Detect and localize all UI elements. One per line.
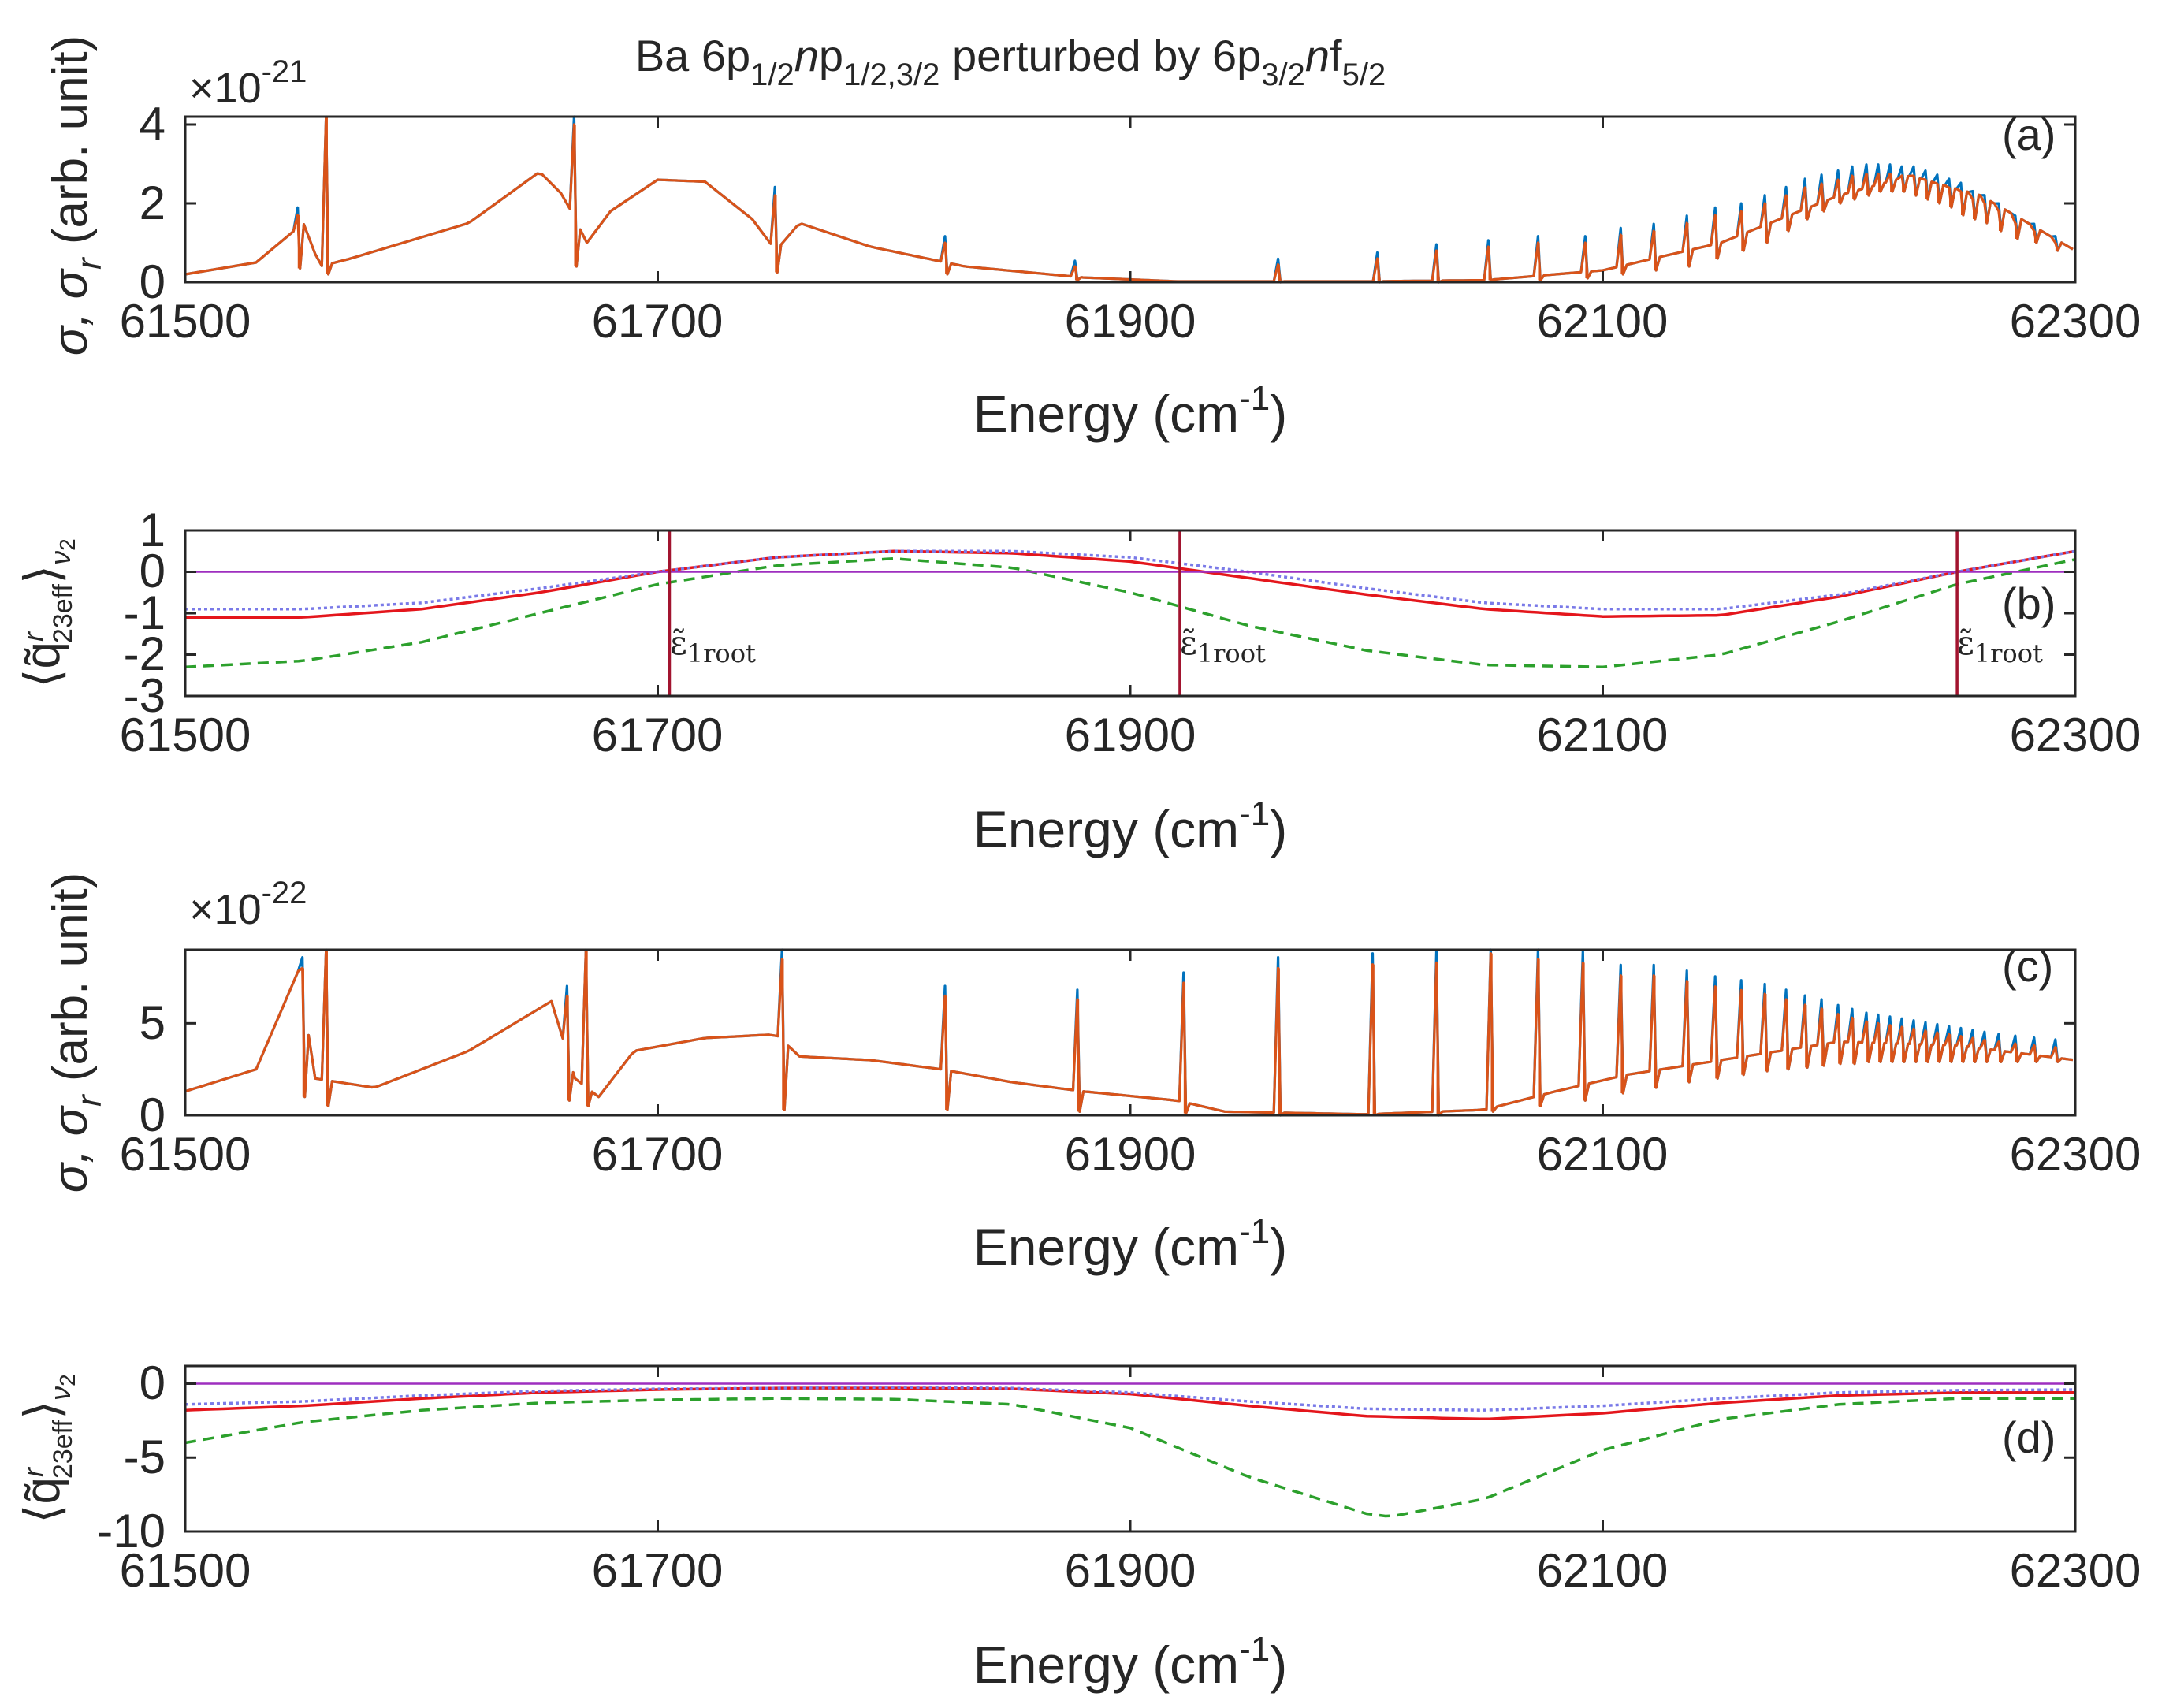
panel-b-ylabel: ⟨q̃r23eff⟩ν2 bbox=[16, 538, 80, 687]
panel-a-ytick: 0 bbox=[140, 255, 166, 308]
panel-a-ylabel: σ, σr (arb. unit) bbox=[43, 35, 109, 355]
panel-a-xtick: 62300 bbox=[2010, 295, 2141, 348]
panel-d-xtick: 61500 bbox=[120, 1544, 251, 1597]
panel-a-ytick: 4 bbox=[140, 98, 166, 151]
panel-c-xtick: 62300 bbox=[2010, 1128, 2141, 1181]
panel-b-plot bbox=[184, 529, 2077, 698]
panel-b-axes bbox=[184, 529, 2077, 698]
panel-b-label: (b) bbox=[2002, 579, 2056, 628]
panel-b-ytick: -1 bbox=[124, 586, 166, 639]
panel-c-xticks: 61500 61700 61900 62100 62300 bbox=[120, 1128, 2141, 1181]
panel-c-ytick: 5 bbox=[140, 996, 166, 1049]
panel-b-ytick: -3 bbox=[124, 669, 166, 722]
panel-b-xticks: 61500 61700 61900 62100 62300 bbox=[120, 709, 2141, 761]
panel-d-yticks: -10 -5 0 bbox=[97, 1356, 166, 1557]
panel-b-xtick: 61900 bbox=[1065, 709, 1196, 761]
panel-a-xlabel: Energy (cm-1) bbox=[973, 379, 1288, 443]
panel-b-yticks: -3 -2 -1 0 1 bbox=[124, 504, 166, 722]
panel-d-xtick: 61700 bbox=[592, 1544, 724, 1597]
panel-d-xlabel: Energy (cm-1) bbox=[973, 1630, 1288, 1694]
panel-d-ytick: -5 bbox=[124, 1431, 166, 1483]
panel-c-yticks: 0 5 bbox=[140, 996, 166, 1141]
panel-a-multiplier: ×10-21 bbox=[189, 54, 307, 112]
panel-c-label: (c) bbox=[2002, 941, 2053, 991]
panel-d-label: (d) bbox=[2002, 1412, 2056, 1462]
panel-b: (b) ε̃1root ε̃1root ε̃1root -3 -2 -1 0 1… bbox=[16, 504, 2141, 858]
panel-d: (d) -10 -5 0 61500 61700 61900 62100 623… bbox=[16, 1356, 2141, 1694]
panel-a-xtick: 61500 bbox=[120, 295, 251, 348]
series-sigma-r bbox=[184, 948, 2074, 1117]
panel-c-xtick: 62100 bbox=[1537, 1128, 1669, 1181]
series-red bbox=[185, 549, 2076, 620]
panel-a-label: (a) bbox=[2002, 110, 2056, 159]
panel-a-xtick: 62100 bbox=[1537, 295, 1669, 348]
root-label: ε̃1root bbox=[670, 623, 756, 668]
panel-a-yticks: 0 2 4 bbox=[140, 98, 166, 308]
panel-d-xtick: 61900 bbox=[1065, 1544, 1196, 1597]
panel-b-roots: ε̃1root ε̃1root ε̃1root bbox=[670, 623, 2043, 668]
panel-c-multiplier: ×10-22 bbox=[189, 876, 307, 933]
panel-b-xlabel: Energy (cm-1) bbox=[973, 794, 1288, 858]
panel-c-xtick: 61700 bbox=[592, 1128, 724, 1181]
panel-c-xlabel: Energy (cm-1) bbox=[973, 1212, 1288, 1276]
panel-a-ytick: 2 bbox=[140, 177, 166, 229]
panel-c-ylabel: σ, σr (arb. unit) bbox=[43, 873, 109, 1193]
panel-b-ytick: 1 bbox=[140, 504, 166, 556]
panel-b-ytick: -2 bbox=[124, 627, 166, 680]
panel-a-xtick: 61900 bbox=[1065, 295, 1196, 348]
series-red bbox=[184, 1386, 2075, 1421]
panel-b-xtick: 62300 bbox=[2010, 709, 2141, 761]
panel-d-ylabel: ⟨q̃r23eff⟩ν2 bbox=[16, 1374, 80, 1523]
root-label: ε̃1root bbox=[1180, 623, 1266, 668]
series-blue bbox=[185, 549, 2076, 611]
panel-d-xtick: 62100 bbox=[1537, 1544, 1669, 1597]
panel-b-ytick: 0 bbox=[140, 545, 166, 597]
panel-b-xtick: 61700 bbox=[592, 709, 724, 761]
figure-title: Ba 6p1/2np1/2,3/2 perturbed by 6p3/2nf5/… bbox=[635, 31, 1386, 92]
panel-a: ×10-21 (a) 0 2 4 61500 61700 61900 62100… bbox=[43, 35, 2141, 443]
panel-c-axes bbox=[184, 948, 2077, 1117]
panel-c-ytick: 0 bbox=[140, 1088, 166, 1141]
panel-d-ytick: 0 bbox=[140, 1356, 166, 1409]
panel-d-axes bbox=[184, 1364, 2077, 1533]
panel-d-xtick: 62300 bbox=[2010, 1544, 2141, 1597]
series-green bbox=[184, 556, 2076, 669]
panel-d-ytick: -10 bbox=[97, 1505, 166, 1557]
series-blue bbox=[184, 1386, 2076, 1412]
panel-b-xtick: 62100 bbox=[1537, 709, 1669, 761]
panel-a-axes bbox=[184, 115, 2077, 284]
root-label: ε̃1root bbox=[1957, 623, 2043, 668]
panel-c: ×10-22 (c) 0 5 61500 61700 61900 62100 6… bbox=[43, 873, 2141, 1276]
panel-b-xtick: 61500 bbox=[120, 709, 251, 761]
panel-c-xtick: 61500 bbox=[120, 1128, 251, 1181]
panel-d-xticks: 61500 61700 61900 62100 62300 bbox=[120, 1544, 2141, 1597]
panel-a-xticks: 61500 61700 61900 62100 62300 bbox=[120, 295, 2141, 348]
panel-c-plot bbox=[184, 948, 2077, 1117]
series-green bbox=[184, 1397, 2075, 1518]
panel-c-xtick: 61900 bbox=[1065, 1128, 1196, 1181]
panel-a-xtick: 61700 bbox=[592, 295, 724, 348]
